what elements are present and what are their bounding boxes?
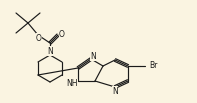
Text: O: O <box>59 29 65 39</box>
Text: N: N <box>47 46 53 56</box>
Text: NH: NH <box>66 80 78 88</box>
Text: N: N <box>90 52 96 60</box>
Text: N: N <box>112 87 118 95</box>
Text: O: O <box>36 33 42 43</box>
Text: Br: Br <box>149 61 157 70</box>
